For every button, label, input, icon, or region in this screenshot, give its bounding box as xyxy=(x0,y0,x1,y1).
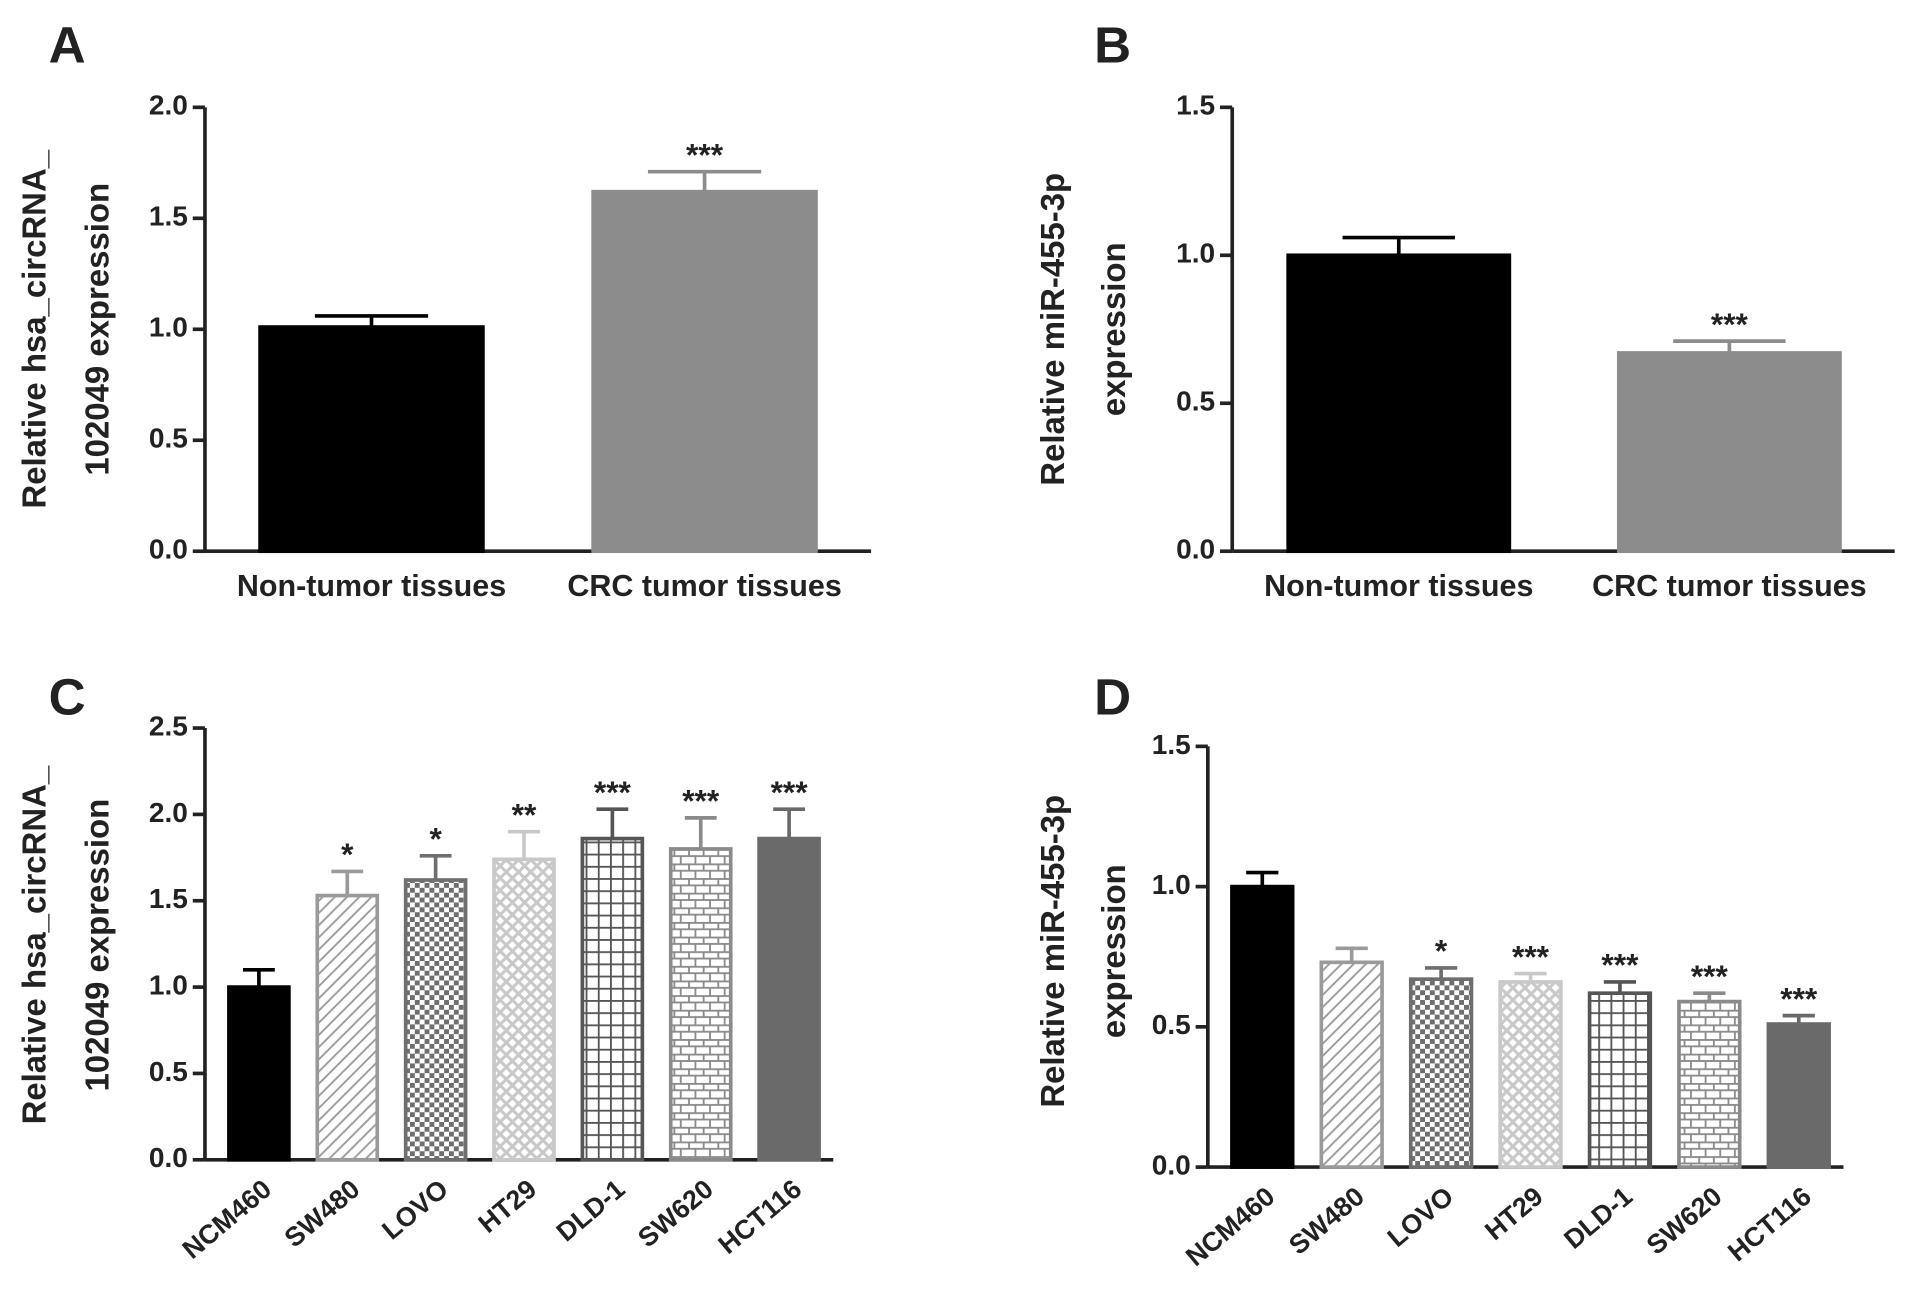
x-tick-label: DLD-1 xyxy=(1558,1181,1638,1255)
bar xyxy=(258,325,485,554)
significance-label: *** xyxy=(682,783,720,819)
y-tick-label: 0.5 xyxy=(1152,1009,1191,1040)
y-tick-label: 1.0 xyxy=(149,312,188,343)
bar xyxy=(1498,980,1563,1169)
x-tick-label: HT29 xyxy=(1479,1181,1549,1246)
y-tick-label: 0.0 xyxy=(149,1142,188,1173)
panel-label: B xyxy=(1094,16,1131,73)
bar xyxy=(1677,999,1742,1169)
y-tick-label: 1.0 xyxy=(149,970,188,1001)
x-tick-label: DLD-1 xyxy=(551,1174,631,1248)
x-tick-label: HT29 xyxy=(473,1174,543,1239)
significance-label: ** xyxy=(512,796,537,832)
y-tick-label: 1.5 xyxy=(149,201,188,232)
y-tick-label: 0.0 xyxy=(1176,534,1215,565)
x-tick-label: LOVO xyxy=(1382,1181,1460,1253)
y-tick-label: 0.0 xyxy=(1152,1150,1191,1181)
y-tick-label: 0.5 xyxy=(149,1056,188,1087)
bar xyxy=(1587,991,1653,1169)
y-axis-label: Relative hsa_circRNA_ xyxy=(15,765,52,1124)
bar xyxy=(492,857,556,1162)
panel-label: C xyxy=(49,669,86,726)
y-tick-label: 2.0 xyxy=(149,797,188,828)
bar xyxy=(315,893,380,1162)
y-tick-label: 1.0 xyxy=(1176,238,1215,269)
x-tick-label: SW620 xyxy=(1641,1181,1728,1261)
bar xyxy=(757,836,821,1162)
bar xyxy=(403,878,468,1162)
x-tick-label: SW620 xyxy=(632,1174,719,1254)
bar xyxy=(1286,253,1512,554)
bar xyxy=(668,847,733,1162)
x-tick-label: LOVO xyxy=(376,1174,454,1246)
y-axis-label: 102049 expression xyxy=(79,183,116,476)
bar xyxy=(580,836,645,1162)
y-tick-label: 1.0 xyxy=(1152,869,1191,900)
panel-label: A xyxy=(49,16,86,73)
y-tick-label: 1.5 xyxy=(1176,90,1215,121)
significance-label: *** xyxy=(1780,980,1818,1016)
y-tick-label: 2.5 xyxy=(149,710,188,741)
x-tick-label: SW480 xyxy=(279,1174,366,1254)
y-tick-label: 2.0 xyxy=(149,90,188,121)
significance-label: *** xyxy=(1711,306,1749,342)
y-axis-label: Relative miR-455-3p xyxy=(1034,173,1071,486)
y-tick-label: 1.5 xyxy=(1152,729,1191,760)
significance-label: *** xyxy=(1601,947,1639,983)
x-tick-label: Non-tumor tissues xyxy=(237,569,506,603)
y-tick-label: 0.5 xyxy=(149,423,188,454)
panel-label: D xyxy=(1094,669,1131,726)
bar xyxy=(1616,351,1842,554)
bar xyxy=(227,985,291,1162)
x-tick-label: Non-tumor tissues xyxy=(1264,569,1533,603)
x-tick-label: NCM460 xyxy=(177,1174,277,1265)
significance-label: *** xyxy=(771,774,809,810)
significance-label: *** xyxy=(1691,958,1729,994)
y-axis-label: expression xyxy=(1095,242,1132,416)
y-tick-label: 1.5 xyxy=(149,883,188,914)
bar xyxy=(591,189,818,554)
significance-label: * xyxy=(429,821,442,857)
y-tick-label: 0.5 xyxy=(1176,386,1215,417)
y-axis-label: Relative hsa_circRNA_ xyxy=(15,149,52,508)
bar xyxy=(1230,884,1295,1169)
significance-label: *** xyxy=(1512,938,1550,974)
significance-label: * xyxy=(341,836,354,872)
significance-label: *** xyxy=(594,774,632,810)
x-tick-label: HCT116 xyxy=(1722,1181,1817,1267)
x-tick-label: CRC tumor tissues xyxy=(1592,569,1866,603)
x-tick-label: NCM460 xyxy=(1180,1181,1280,1272)
x-tick-label: SW480 xyxy=(1283,1181,1370,1261)
significance-label: *** xyxy=(686,136,724,172)
x-tick-label: HCT116 xyxy=(713,1174,808,1260)
bar xyxy=(1319,960,1384,1169)
y-axis-label: expression xyxy=(1095,864,1132,1038)
significance-label: * xyxy=(1435,933,1448,969)
y-tick-label: 0.0 xyxy=(149,534,188,565)
bar xyxy=(1766,1022,1831,1169)
bar xyxy=(1408,977,1474,1169)
y-axis-label: 102049 expression xyxy=(79,799,116,1092)
y-axis-label: Relative miR-455-3p xyxy=(1034,795,1071,1108)
x-tick-label: CRC tumor tissues xyxy=(567,569,841,603)
